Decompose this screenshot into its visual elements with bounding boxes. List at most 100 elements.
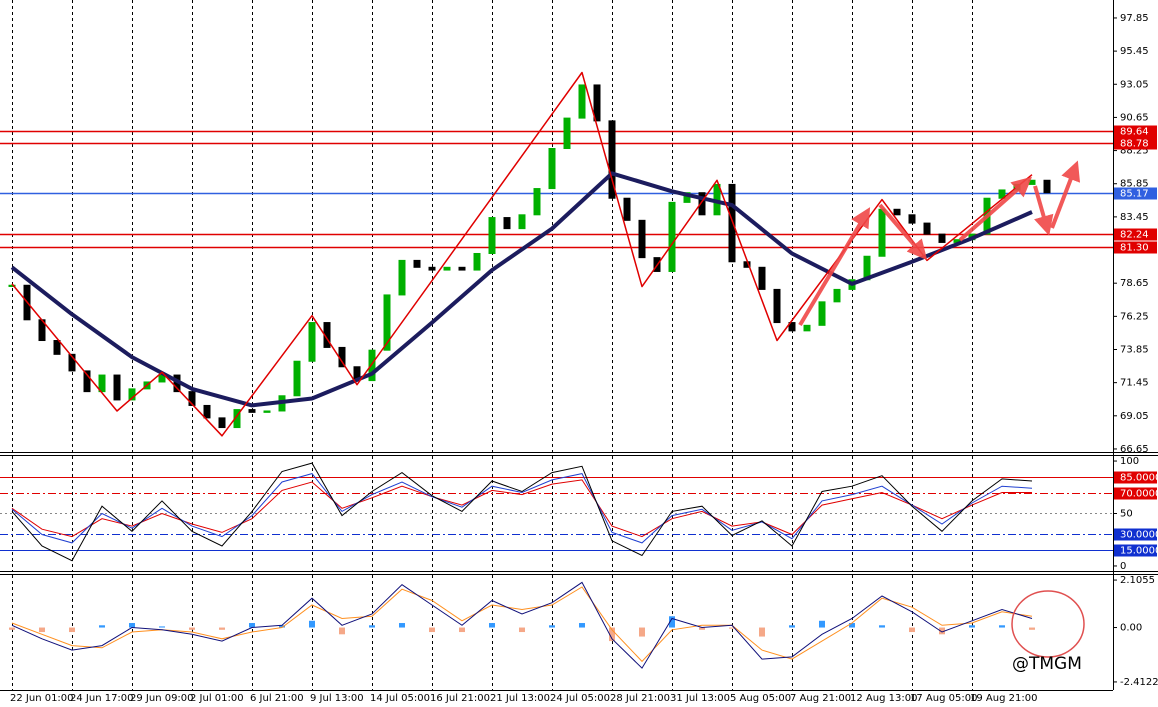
histogram-bar — [369, 625, 375, 628]
histogram-bar — [309, 620, 315, 628]
y-tick-label: -2.4122 — [1120, 677, 1158, 688]
x-tick-label: 17 Aug 05:00 — [910, 693, 977, 704]
y-tick-label: 0 — [1120, 561, 1126, 572]
level-label-box — [1114, 125, 1157, 138]
candle — [518, 214, 526, 230]
level-label: 70.0000 — [1120, 489, 1158, 500]
y-tick-label: 76.25 — [1120, 311, 1149, 322]
candle — [1028, 179, 1036, 185]
level-label: 89.64 — [1120, 127, 1149, 138]
histogram-bar — [1029, 627, 1035, 630]
x-tick-label: 6 Jul 21:00 — [250, 693, 304, 704]
arrow — [878, 203, 928, 261]
candle — [773, 288, 781, 324]
oscillator-line — [11, 586, 1033, 663]
level-label: 85.17 — [1120, 189, 1149, 200]
candle — [638, 219, 646, 259]
zigzag — [11, 71, 1033, 437]
candle — [698, 192, 706, 216]
oscillator-line — [11, 462, 1033, 562]
candle — [803, 324, 811, 332]
candle — [428, 266, 436, 271]
candle — [398, 259, 406, 296]
histogram-bar — [969, 625, 975, 628]
candle — [608, 120, 616, 199]
candle — [578, 84, 586, 119]
histogram-bar — [549, 625, 555, 628]
x-tick-label: 5 Aug 05:00 — [730, 693, 791, 704]
oscillator-line — [11, 581, 1033, 669]
y-tick-label: 66.65 — [1120, 444, 1149, 455]
candle — [308, 322, 316, 362]
moving-average — [10, 171, 1033, 408]
candle — [128, 388, 136, 401]
candle — [503, 217, 511, 230]
candle — [458, 266, 466, 271]
candle — [188, 391, 196, 406]
histogram-bar — [489, 623, 495, 628]
candle — [893, 208, 901, 216]
x-tick-label: 16 Jul 21:00 — [430, 693, 490, 704]
y-tick-label: 90.65 — [1120, 112, 1149, 123]
level-label: 81.30 — [1120, 243, 1149, 254]
candle — [533, 188, 541, 216]
level-label-box — [1114, 528, 1157, 541]
candle — [98, 374, 106, 393]
histogram-bar — [39, 627, 45, 633]
x-tick-label: 29 Jun 09:00 — [130, 693, 194, 704]
histogram-bar — [279, 625, 285, 628]
x-tick-label: 24 Jul 05:00 — [550, 693, 610, 704]
candle — [668, 201, 676, 272]
x-tick-label: 24 Jun 17:00 — [70, 693, 134, 704]
candle — [368, 349, 376, 382]
arrow — [958, 176, 1033, 242]
level-label: 15.0000 — [1120, 546, 1158, 557]
histogram-bar — [519, 627, 525, 633]
level-label: 82.24 — [1120, 230, 1149, 241]
y-tick-label: 2.1055 — [1120, 575, 1155, 586]
candle — [623, 197, 631, 221]
histogram-bar — [819, 620, 825, 628]
level-label: 30.0000 — [1120, 530, 1158, 541]
histogram-bar — [339, 627, 345, 635]
level-label-box — [1114, 487, 1157, 500]
x-tick-label: 12 Aug 13:00 — [850, 693, 917, 704]
frames — [0, 0, 1158, 691]
candle — [593, 84, 601, 122]
y-tick-label: 78.65 — [1120, 278, 1149, 289]
level-label: 85.0000 — [1120, 473, 1158, 484]
y-tick-label: 97.85 — [1120, 13, 1149, 24]
y-tick-label: 71.45 — [1120, 378, 1149, 389]
histogram-bar — [99, 625, 105, 628]
candle — [488, 217, 496, 254]
histogram-bar — [189, 627, 195, 630]
candle — [248, 409, 256, 413]
y-tick-label: 69.05 — [1120, 411, 1149, 422]
histogram-bar — [429, 627, 435, 633]
candle — [548, 148, 556, 190]
annotation-arrows — [798, 160, 1081, 327]
histogram-bar — [729, 627, 735, 629]
y-tick-label: 83.45 — [1120, 212, 1149, 223]
histogram-bar — [759, 627, 765, 637]
level-label-box — [1114, 544, 1157, 557]
histogram-bar — [699, 627, 705, 630]
level-label-box — [1114, 228, 1157, 241]
candle — [833, 288, 841, 303]
histogram-bar — [69, 627, 75, 633]
histogram-bar — [879, 625, 885, 628]
candle — [8, 284, 16, 287]
histogram-bar — [579, 623, 585, 628]
x-tick-label: 9 Jul 13:00 — [310, 693, 364, 704]
histogram-bar — [219, 627, 225, 630]
y-tick-label: 93.05 — [1120, 79, 1149, 90]
level-label-box — [1114, 187, 1157, 200]
y-tick-label: 73.85 — [1120, 344, 1149, 355]
oscillator-line — [11, 473, 1033, 544]
histogram-bar — [789, 625, 795, 628]
candle — [473, 252, 481, 271]
histogram-bar — [669, 616, 675, 628]
candle — [878, 208, 886, 257]
